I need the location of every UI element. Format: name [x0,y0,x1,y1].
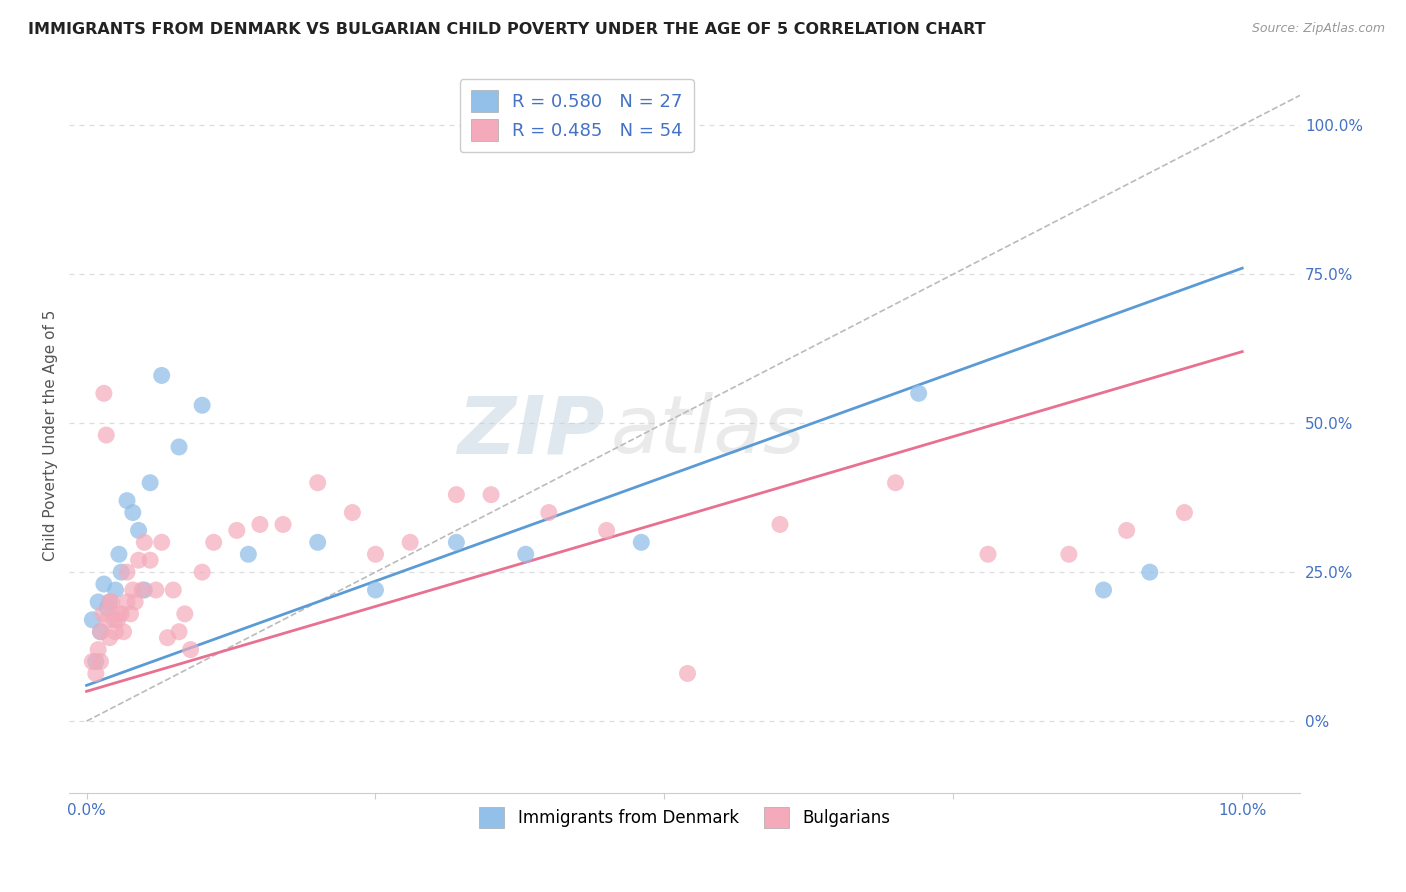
Point [173,607,195,621]
Point [1092,582,1115,597]
Point [307,475,329,490]
Point [595,524,617,538]
Point [93,577,115,591]
Point [112,624,135,639]
Point [271,517,294,532]
Point [1057,547,1080,561]
Point [98,595,121,609]
Point [108,547,131,561]
Point [89,624,111,639]
Point [139,475,162,490]
Point [446,535,468,549]
Legend: Immigrants from Denmark, Bulgarians: Immigrants from Denmark, Bulgarians [472,801,897,834]
Point [103,613,125,627]
Point [128,553,150,567]
Point [120,607,142,621]
Point [1115,524,1137,538]
Point [107,613,129,627]
Point [121,582,143,597]
Point [162,582,184,597]
Point [96,600,118,615]
Point [342,506,364,520]
Point [167,624,190,639]
Point [180,642,202,657]
Point [630,535,652,549]
Text: ZIP: ZIP [457,392,605,470]
Point [134,535,156,549]
Point [150,368,173,383]
Text: atlas: atlas [610,392,806,470]
Point [145,582,167,597]
Point [89,655,111,669]
Point [93,386,115,401]
Point [98,595,121,609]
Point [110,565,132,579]
Point [110,607,132,621]
Point [115,493,138,508]
Point [121,506,143,520]
Point [84,666,107,681]
Point [1139,565,1161,579]
Point [91,607,114,621]
Point [238,547,260,561]
Point [676,666,699,681]
Point [907,386,929,401]
Point [84,655,107,669]
Point [124,595,146,609]
Point [98,631,121,645]
Y-axis label: Child Poverty Under the Age of 5: Child Poverty Under the Age of 5 [44,310,58,561]
Point [479,488,502,502]
Point [87,642,110,657]
Point [399,535,422,549]
Point [1173,506,1195,520]
Point [167,440,190,454]
Point [202,535,225,549]
Point [307,535,329,549]
Point [131,582,153,597]
Point [156,631,179,645]
Point [364,582,387,597]
Point [977,547,1000,561]
Point [101,595,124,609]
Point [515,547,537,561]
Point [191,565,214,579]
Point [191,398,214,412]
Point [364,547,387,561]
Point [884,475,907,490]
Text: IMMIGRANTS FROM DENMARK VS BULGARIAN CHILD POVERTY UNDER THE AGE OF 5 CORRELATIO: IMMIGRANTS FROM DENMARK VS BULGARIAN CHI… [28,22,986,37]
Point [89,624,111,639]
Point [96,613,118,627]
Point [82,613,104,627]
Point [96,428,118,442]
Point [104,582,127,597]
Point [108,607,131,621]
Point [115,565,138,579]
Point [150,535,173,549]
Point [82,655,104,669]
Point [87,595,110,609]
Point [134,582,156,597]
Point [769,517,792,532]
Point [225,524,247,538]
Point [249,517,271,532]
Point [115,595,138,609]
Point [446,488,468,502]
Point [537,506,560,520]
Point [104,624,127,639]
Point [128,524,150,538]
Point [139,553,162,567]
Text: Source: ZipAtlas.com: Source: ZipAtlas.com [1251,22,1385,36]
